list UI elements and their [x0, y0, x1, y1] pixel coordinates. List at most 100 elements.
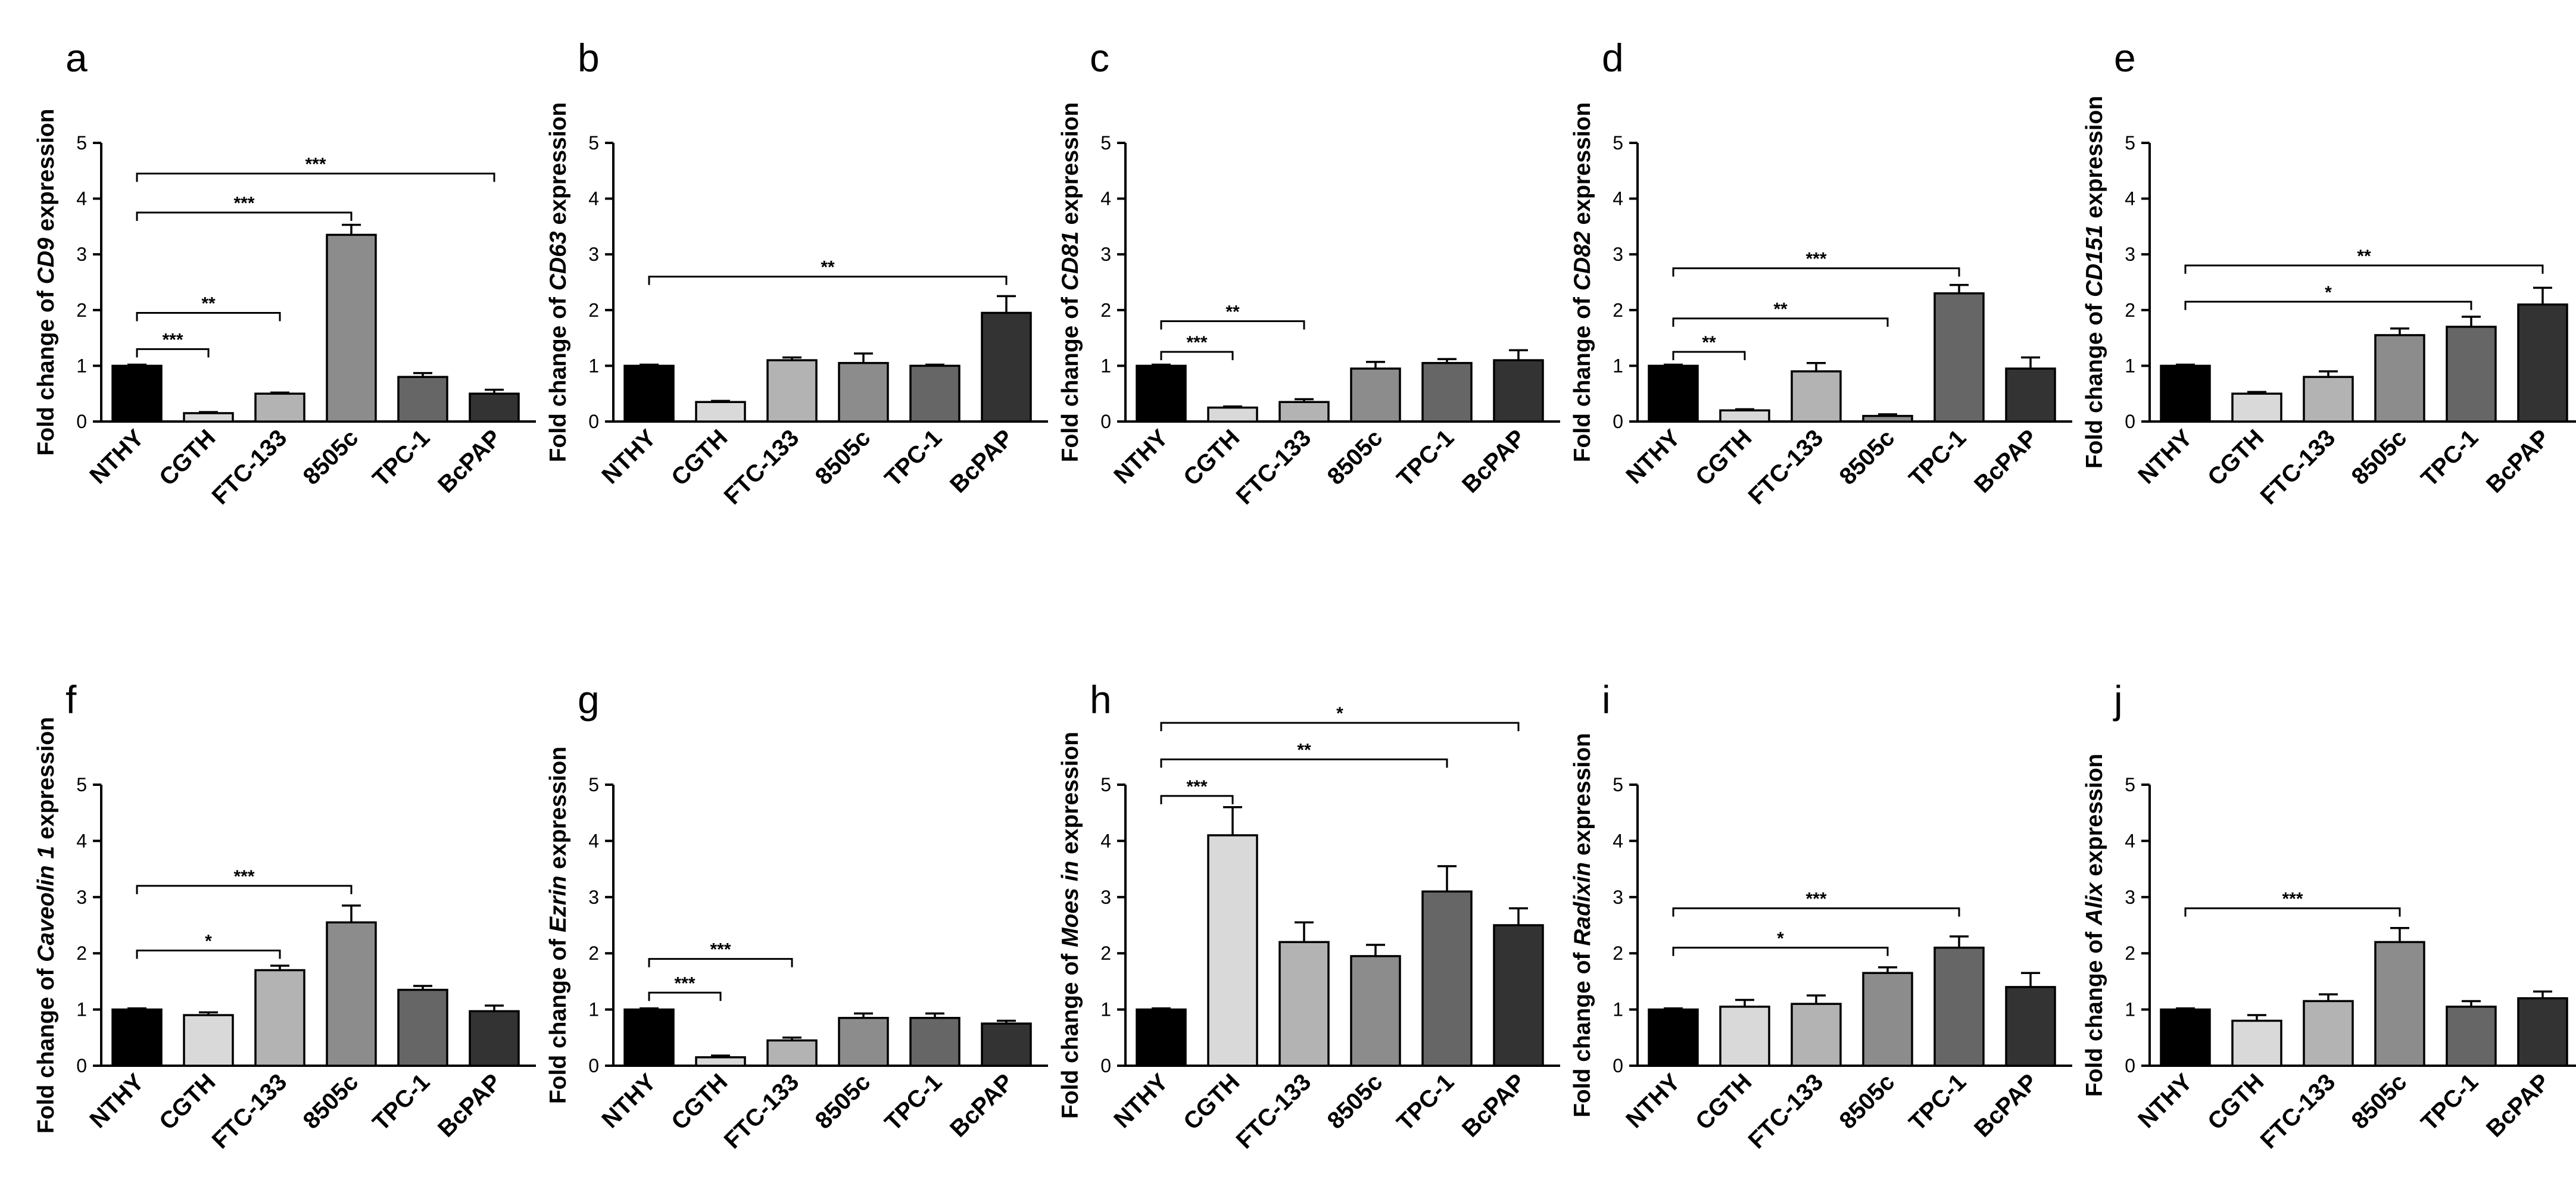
category-label: 8505c — [1835, 424, 1900, 490]
category-label: TPC-1 — [1392, 424, 1459, 492]
y-tick-label: 5 — [588, 132, 599, 154]
y-tick-label: 4 — [2125, 830, 2135, 851]
category-label: CGTH — [1691, 424, 1757, 491]
y-tick-label: 3 — [1100, 244, 1111, 265]
y-tick-label: 2 — [2125, 299, 2135, 321]
y-tick-label: 2 — [1613, 942, 1623, 964]
significance-stars: *** — [1805, 889, 1826, 909]
y-tick-label: 5 — [588, 774, 599, 795]
bar-tpc-1 — [909, 364, 960, 423]
category-label: 8505c — [810, 1069, 876, 1134]
y-tick-label: 2 — [588, 942, 599, 964]
bar-cgth — [183, 1014, 234, 1067]
significance-stars: * — [205, 931, 212, 951]
category-label: BcPAP — [1457, 1069, 1530, 1142]
panel-a: a Fold change of CD9 expression 0 1 2 3 4 5 NTHY… — [33, 36, 536, 510]
category-label: TPC-1 — [368, 424, 435, 492]
y-tick-label: 0 — [76, 411, 87, 432]
y-tick-label: 1 — [2125, 999, 2135, 1020]
bar-8505c — [2374, 334, 2425, 423]
y-axis-label-suffix: expression — [2082, 754, 2107, 883]
bar-cgth — [183, 412, 234, 423]
category-label: CGTH — [154, 1069, 220, 1135]
bar-ftc-133 — [766, 1039, 818, 1067]
y-axis-label-suffix: expression — [33, 109, 59, 238]
y-tick-label: 5 — [2125, 132, 2135, 154]
significance-stars: ** — [821, 258, 835, 277]
panel-letter: h — [1090, 678, 1112, 722]
y-axis-label-prefix: Fold change of — [1058, 947, 1083, 1119]
significance-stars: ** — [201, 294, 216, 313]
bar-ftc-133 — [254, 392, 305, 423]
significance-bracket — [1672, 907, 1960, 917]
bar-nthy — [1136, 1008, 1187, 1067]
y-axis-label: Fold change of CD63 expression — [545, 102, 571, 463]
y-tick-label: 5 — [1613, 774, 1623, 795]
category-label: TPC-1 — [2416, 424, 2484, 492]
category-label: BcPAP — [945, 424, 1018, 498]
bar-nthy — [111, 364, 163, 423]
panel-letter: i — [1602, 678, 1611, 722]
category-label: NTHY — [1109, 1069, 1173, 1133]
y-tick-label: 0 — [1613, 1055, 1623, 1076]
y-tick-label: 2 — [588, 299, 599, 321]
y-tick-label: 3 — [1613, 244, 1623, 265]
y-tick-label: 0 — [588, 411, 599, 432]
bar-cgth — [2231, 392, 2282, 423]
category-label: FTC-133 — [1744, 424, 1829, 510]
y-axis-label: Fold change of CD9 expression — [33, 109, 59, 456]
category-label: CGTH — [2203, 424, 2269, 491]
y-tick-label: 3 — [588, 887, 599, 908]
y-axis-label-suffix: expression — [1058, 732, 1083, 861]
bar-tpc-1 — [2446, 1006, 2497, 1067]
y-tick-label: 3 — [588, 244, 599, 265]
y-tick-label: 4 — [1100, 188, 1111, 210]
category-label: FTC-133 — [1231, 1069, 1317, 1154]
y-axis-label-gene: CD63 — [545, 231, 571, 291]
category-label: 8505c — [1323, 1069, 1388, 1134]
bar-8505c — [838, 361, 889, 423]
category-label: FTC-133 — [719, 424, 804, 510]
bar-tpc-1 — [1933, 292, 1985, 423]
y-axis-label-gene: Alix — [2082, 882, 2107, 926]
y-axis-label-suffix: expression — [2082, 96, 2107, 225]
y-tick-label: 0 — [1100, 411, 1111, 432]
y-tick-label: 1 — [2125, 355, 2135, 376]
bar-tpc-1 — [397, 376, 448, 423]
category-label: CGTH — [1691, 1069, 1757, 1135]
bar-bcpap — [2005, 367, 2056, 423]
bar-bcpap — [469, 392, 520, 423]
y-axis-label-prefix: Fold change of — [2082, 297, 2107, 469]
bar-tpc-1 — [1421, 890, 1473, 1067]
y-tick-label: 5 — [1613, 132, 1623, 154]
y-tick-label: 3 — [2125, 887, 2135, 908]
category-label: BcPAP — [433, 1069, 506, 1142]
bar-cgth — [2231, 1019, 2282, 1067]
panel-i: i Fold change of Radixin expression 0 1 2 3 4 5… — [1570, 678, 2072, 1154]
y-axis-label: Fold change of Moes in expression — [1058, 732, 1083, 1119]
y-tick-label: 0 — [1613, 411, 1623, 432]
bar-ftc-133 — [254, 969, 305, 1067]
bar-ftc-133 — [1278, 401, 1330, 423]
significance-bracket — [2184, 264, 2544, 274]
y-tick-label: 3 — [2125, 244, 2135, 265]
bar-bcpap — [981, 1022, 1032, 1067]
panel-b: b Fold change of CD63 expression 0 1 2 3 4 5 NTH… — [545, 36, 1048, 510]
bar-bcpap — [2517, 997, 2568, 1067]
y-tick-label: 0 — [2125, 1055, 2135, 1076]
category-label: TPC-1 — [1904, 1069, 1972, 1136]
panel-letter: c — [1090, 36, 1109, 80]
y-axis-label-suffix: expression — [1570, 102, 1595, 232]
y-axis-label-gene: Ezrin — [545, 876, 571, 932]
panel-c: c Fold change of CD81 expression 0 1 2 3 4 5 NTH… — [1058, 36, 1560, 510]
y-axis-label: Fold change of CD82 expression — [1570, 102, 1595, 463]
category-label: BcPAP — [1969, 1069, 2042, 1142]
category-label: FTC-133 — [719, 1069, 804, 1154]
bar-8505c — [2374, 941, 2425, 1067]
category-label: FTC-133 — [2256, 1069, 2341, 1154]
significance-stars: * — [1336, 704, 1343, 723]
significance-stars: *** — [1186, 777, 1207, 797]
significance-stars: *** — [1186, 333, 1207, 352]
y-axis-label-prefix: Fold change of — [2082, 925, 2107, 1097]
